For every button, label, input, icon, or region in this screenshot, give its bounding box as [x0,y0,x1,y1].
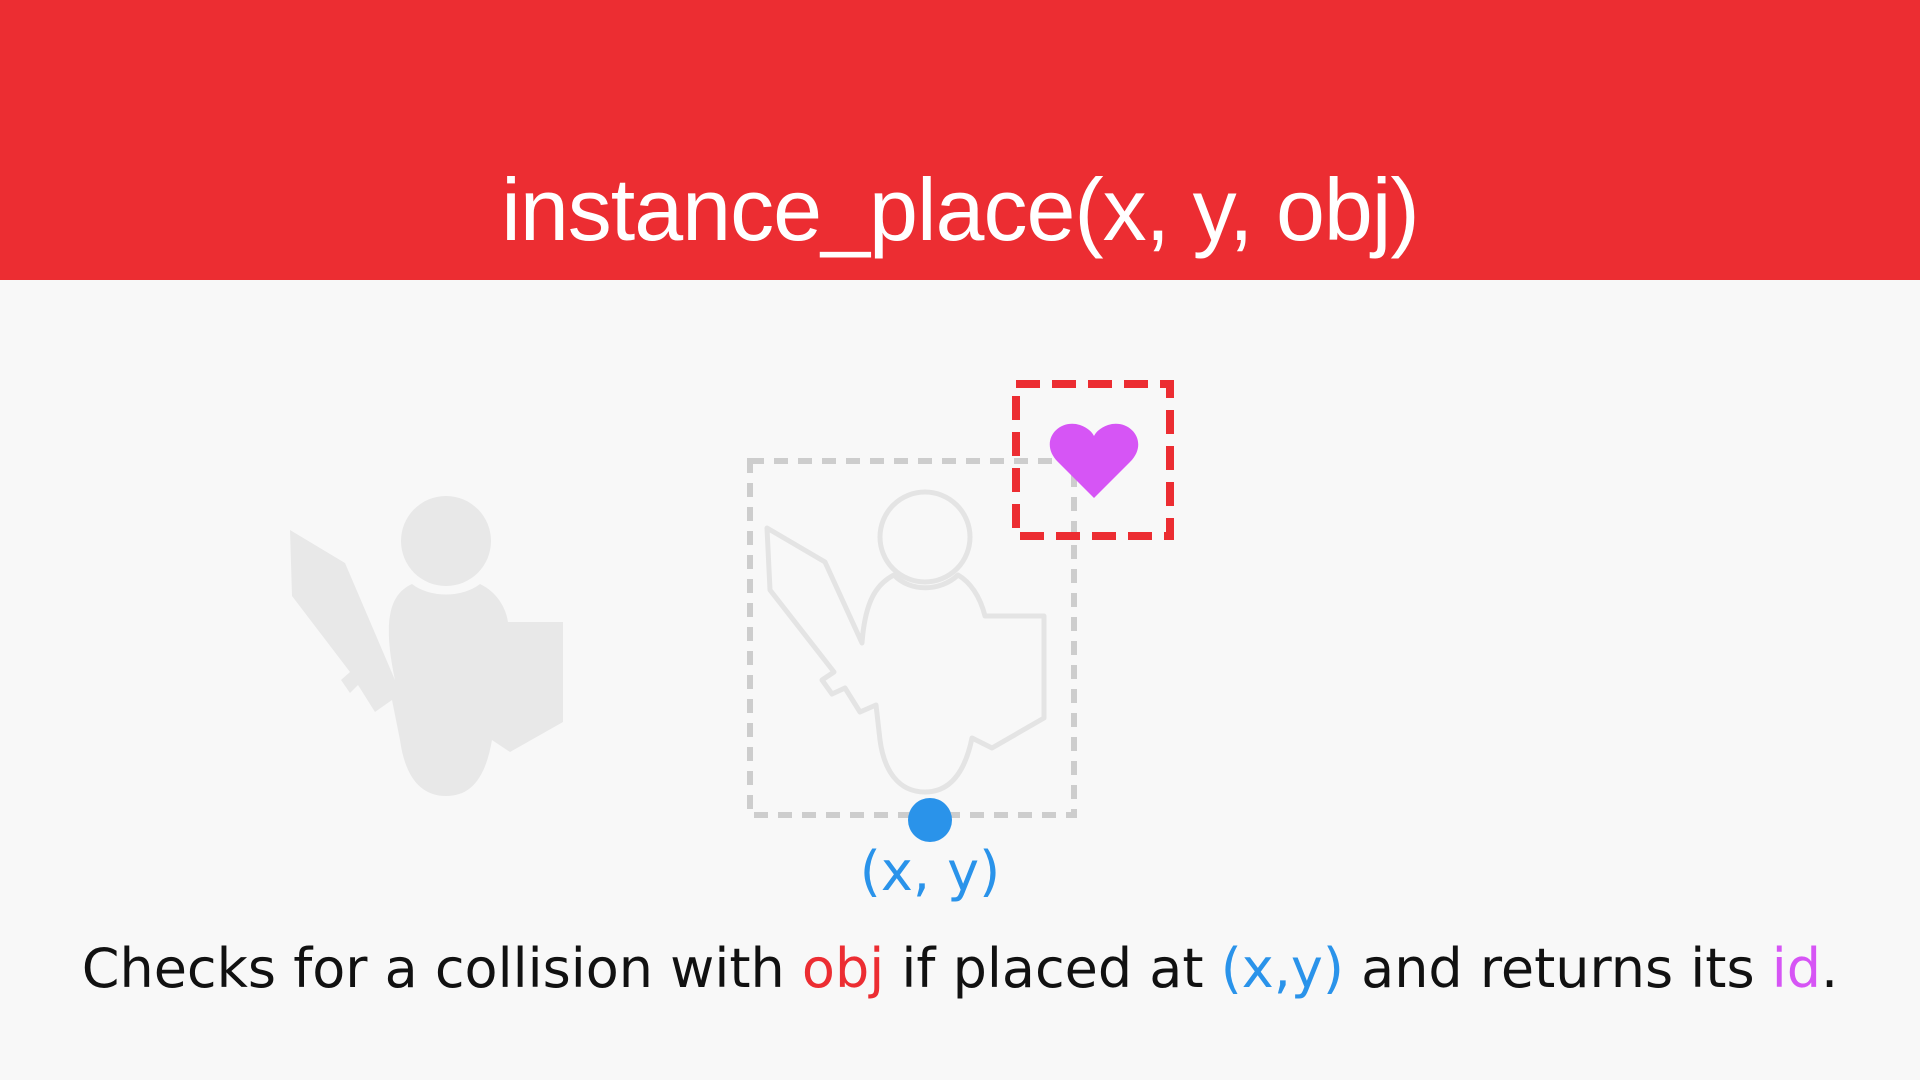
heart-icon [1049,423,1139,498]
caption-text-4: . [1821,937,1839,1000]
caption-xy: (x,y) [1220,937,1344,1000]
caption-obj: obj [801,937,885,1000]
ghost-knight-icon [764,489,1047,795]
origin-point-dot [908,798,952,842]
obj-bounding-box [1012,380,1174,540]
description-caption: Checks for a collision with obj if place… [0,935,1920,1003]
knight-icon [290,496,563,796]
title-banner [0,0,1920,280]
coordinate-label: (x, y) [859,840,1001,903]
caption-text-3: and returns its [1343,937,1772,1000]
test-bounding-box [747,458,1077,818]
caption-text-2: if placed at [884,937,1221,1000]
page-title: instance_place(x, y, obj) [501,160,1419,259]
caption-text-1: Checks for a collision with [81,937,802,1000]
caption-id: id [1771,937,1822,1000]
